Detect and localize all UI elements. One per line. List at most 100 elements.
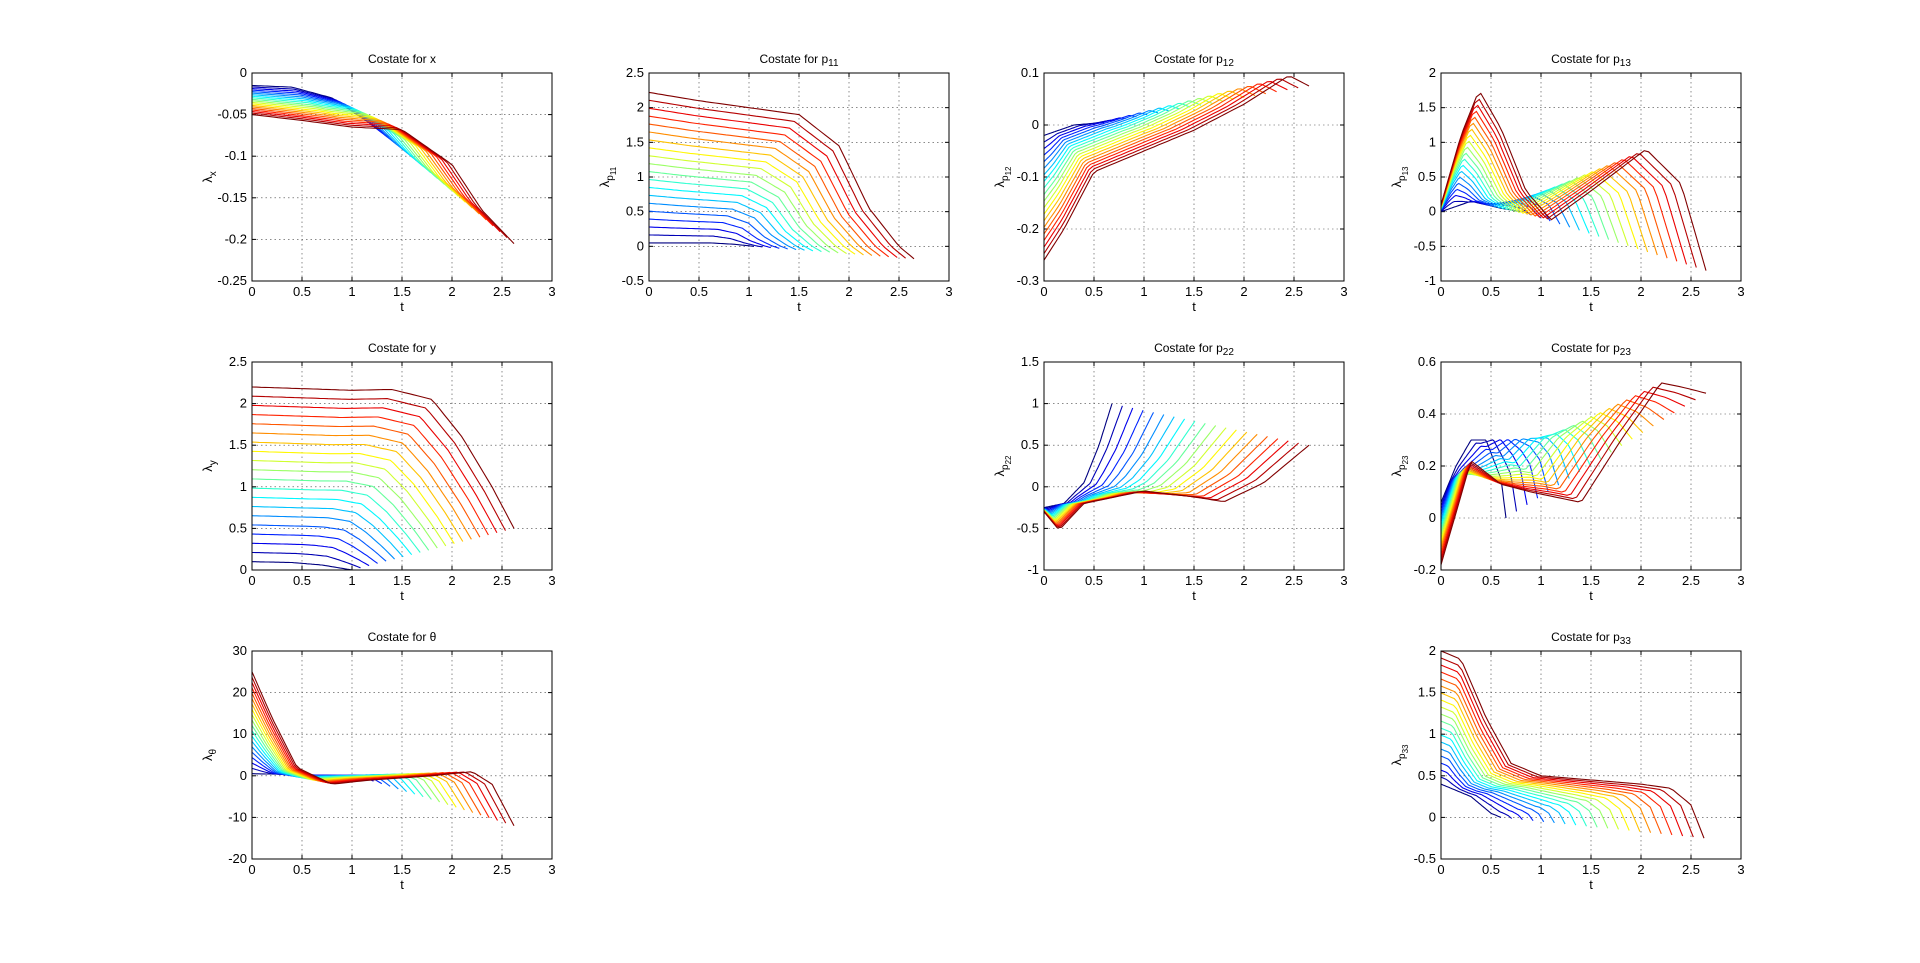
x-tick-label: 1 <box>1140 573 1147 588</box>
x-tick-label: 2.5 <box>1285 284 1303 299</box>
series-line-19 <box>252 112 508 238</box>
y-tick-label: 0 <box>1429 204 1436 219</box>
series-line-1 <box>649 242 755 247</box>
series-line-6 <box>252 92 418 162</box>
series-line-17 <box>1044 83 1277 241</box>
title-subscript: 11 <box>828 58 839 69</box>
x-tick-label: 2.5 <box>1682 573 1700 588</box>
curve-family <box>1044 403 1310 529</box>
y-tick-label: 0 <box>240 562 247 577</box>
y-tick-label: -0.2 <box>225 231 247 246</box>
y-tick-label: 0.5 <box>1021 437 1039 452</box>
series-line-7 <box>252 94 425 168</box>
series-line-9 <box>1441 727 1587 827</box>
series-line-20 <box>1441 382 1707 565</box>
y-label-subscript: p <box>605 175 616 181</box>
y-label-base: λ <box>200 465 215 472</box>
series-line-16 <box>252 423 481 538</box>
series-line-11 <box>649 163 839 254</box>
series-line-16 <box>649 123 881 257</box>
series-line-17 <box>1441 395 1675 556</box>
x-tick-label: 3 <box>548 284 555 299</box>
y-label-base: λ <box>597 180 612 187</box>
series-line-4 <box>252 533 378 564</box>
y-tick-label: -1 <box>1424 273 1436 288</box>
y-tick-label: -0.2 <box>1017 221 1039 236</box>
subplot-title: Costate for p13 <box>1551 52 1631 69</box>
series-line-17 <box>1441 110 1678 262</box>
y-tick-label: 30 <box>233 643 247 658</box>
series-line-16 <box>1441 116 1668 259</box>
y-tick-label: 1.5 <box>229 437 247 452</box>
series-line-20 <box>252 386 515 529</box>
y-tick-label: 0.5 <box>626 204 644 219</box>
x-axis-label: t <box>1192 588 1196 603</box>
series-line-15 <box>252 106 480 215</box>
y-tick-label: 0 <box>1032 479 1039 494</box>
series-line-19 <box>1044 78 1299 254</box>
y-tick-label: -0.5 <box>1414 851 1436 866</box>
axes-border <box>251 650 553 860</box>
x-tick-label: 3 <box>945 284 952 299</box>
subplot-title: Costate for p33 <box>1551 630 1631 647</box>
x-tick-label: 1 <box>348 573 355 588</box>
y-tick-label: 2 <box>637 100 644 115</box>
series-line-15 <box>1044 88 1256 228</box>
series-line-18 <box>1441 104 1688 265</box>
series-line-14 <box>1044 90 1245 222</box>
x-axis-label: t <box>400 588 404 603</box>
series-line-18 <box>649 107 898 258</box>
y-tick-label: 1.5 <box>1418 685 1436 700</box>
x-tick-label: 3 <box>1737 862 1744 877</box>
x-tick-label: 0 <box>1437 862 1444 877</box>
x-tick-label: 0 <box>248 284 255 299</box>
series-line-3 <box>1441 769 1523 820</box>
series-line-14 <box>252 441 464 542</box>
y-tick-label: 0 <box>1429 809 1436 824</box>
series-line-18 <box>1441 664 1684 837</box>
series-line-17 <box>252 413 489 536</box>
x-tick-label: 2.5 <box>1285 573 1303 588</box>
series-line-17 <box>252 109 494 227</box>
y-label-subsubscript: 11 <box>609 166 618 175</box>
x-tick-label: 0.5 <box>1085 573 1103 588</box>
series-line-18 <box>252 404 498 534</box>
series-line-19 <box>649 99 906 259</box>
y-tick-label: 0.5 <box>1418 169 1436 184</box>
x-tick-label: 0 <box>1437 573 1444 588</box>
y-axis-label: λp11 <box>597 166 618 187</box>
x-tick-label: 2.5 <box>1682 862 1700 877</box>
y-tick-label: 2.5 <box>626 65 644 80</box>
y-label-subscript: p <box>1000 464 1011 470</box>
x-tick-label: 2 <box>1637 284 1644 299</box>
series-line-11 <box>252 469 438 549</box>
series-line-3 <box>649 226 771 249</box>
y-label-subscript: p <box>1397 175 1408 181</box>
series-line-12 <box>1441 706 1620 830</box>
series-line-8 <box>1441 164 1590 234</box>
title-subscript: 13 <box>1620 58 1632 69</box>
series-line-20 <box>1044 444 1310 529</box>
axes-border <box>1043 72 1345 282</box>
series-line-13 <box>252 450 455 544</box>
y-tick-label: -0.1 <box>225 148 247 163</box>
y-label-base: λ <box>200 176 215 183</box>
title-text: Costate for p <box>1154 52 1223 66</box>
y-label-base: λ <box>992 180 1007 187</box>
series-line-14 <box>252 104 473 209</box>
x-tick-label: 2 <box>1240 284 1247 299</box>
series-line-16 <box>1441 678 1662 835</box>
x-tick-label: 1.5 <box>1582 573 1600 588</box>
axes-border <box>1043 361 1345 571</box>
x-tick-label: 1.5 <box>393 573 411 588</box>
series-line-19 <box>1441 657 1694 838</box>
x-tick-label: 2.5 <box>493 284 511 299</box>
x-tick-label: 1 <box>745 284 752 299</box>
y-tick-label: 1 <box>240 479 247 494</box>
series-line-18 <box>1044 81 1288 248</box>
series-line-7 <box>252 505 404 558</box>
series-line-13 <box>1044 93 1234 215</box>
x-tick-label: 2 <box>1637 862 1644 877</box>
